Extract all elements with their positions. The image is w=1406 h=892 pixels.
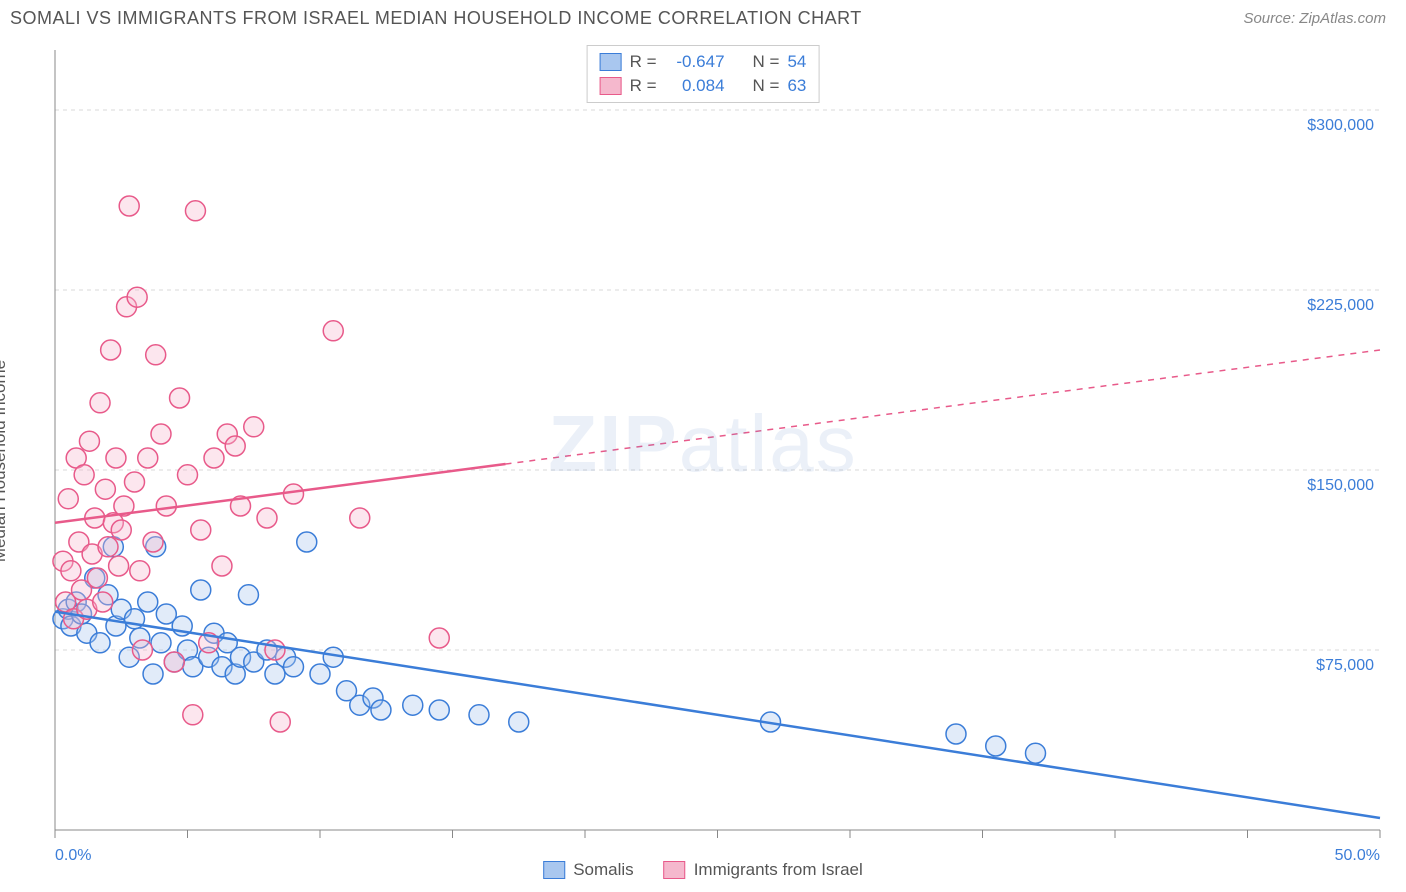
n-label: N = xyxy=(753,76,780,96)
n-value: 63 xyxy=(787,76,806,96)
n-label: N = xyxy=(753,52,780,72)
correlation-legend-row: R = -0.647 N = 54 xyxy=(600,50,807,74)
r-label: R = xyxy=(630,76,657,96)
series-legend: Somalis Immigrants from Israel xyxy=(543,860,863,880)
correlation-legend-row: R = 0.084 N = 63 xyxy=(600,74,807,98)
svg-text:0.0%: 0.0% xyxy=(55,847,91,864)
series-legend-item: Immigrants from Israel xyxy=(664,860,863,880)
svg-text:50.0%: 50.0% xyxy=(1335,847,1380,864)
scatter-chart: $75,000 $150,000 $225,000 $300,000 0.0% 50.0% xyxy=(10,40,1396,882)
legend-swatch xyxy=(543,861,565,879)
chart-container: Median Household Income ZIPatlas $75,000… xyxy=(10,40,1396,882)
correlation-legend: R = -0.647 N = 54 R = 0.084 N = 63 xyxy=(587,45,820,103)
legend-swatch xyxy=(600,77,622,95)
svg-text:$150,000: $150,000 xyxy=(1307,477,1374,494)
svg-text:$300,000: $300,000 xyxy=(1307,117,1374,134)
n-value: 54 xyxy=(787,52,806,72)
source-attribution: Source: ZipAtlas.com xyxy=(1243,10,1386,27)
y-axis-label: Median Household Income xyxy=(0,360,10,562)
svg-text:$75,000: $75,000 xyxy=(1316,657,1374,674)
series-legend-item: Somalis xyxy=(543,860,633,880)
legend-swatch xyxy=(600,53,622,71)
legend-swatch xyxy=(664,861,686,879)
svg-text:$225,000: $225,000 xyxy=(1307,297,1374,314)
series-legend-label: Somalis xyxy=(573,860,633,880)
r-value: -0.647 xyxy=(665,52,725,72)
series-legend-label: Immigrants from Israel xyxy=(694,860,863,880)
r-value: 0.084 xyxy=(665,76,725,96)
r-label: R = xyxy=(630,52,657,72)
chart-title: SOMALI VS IMMIGRANTS FROM ISRAEL MEDIAN … xyxy=(10,8,862,29)
